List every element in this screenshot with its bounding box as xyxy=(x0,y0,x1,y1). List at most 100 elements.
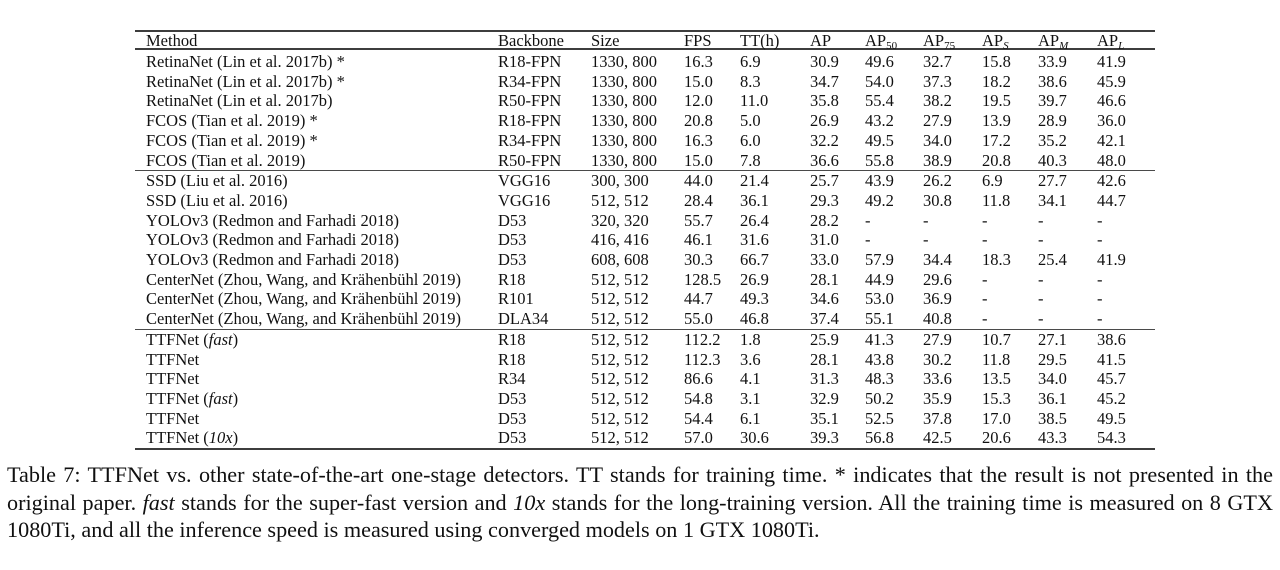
cell-ap: 34.7 xyxy=(810,71,839,91)
cell-size: 1330, 800 xyxy=(591,52,657,71)
cell-tt: 6.9 xyxy=(740,52,761,71)
cell-apm: 40.3 xyxy=(1038,150,1067,170)
cell-method: TTFNet (fast) xyxy=(135,328,498,350)
table-row: TTFNet R18 512, 512 112.3 3.6 28.1 43.8 30.2 11.… xyxy=(135,350,1155,370)
cell-method: RetinaNet (Lin et al. 2017b) * xyxy=(146,71,345,91)
cell-ap50: 48.3 xyxy=(865,369,894,389)
column-header-backbone: Backbone xyxy=(498,31,591,50)
cell-fps: 44.7 xyxy=(684,289,713,309)
table-row: FCOS (Tian et al. 2019) R50-FPN 1330, 800 1… xyxy=(135,151,1155,171)
cell-apm: 29.5 xyxy=(1038,349,1067,369)
cell-ap75: 30.8 xyxy=(923,190,952,210)
cell-ap50: 43.9 xyxy=(865,170,923,191)
cell-ap75: 37.3 xyxy=(923,71,952,91)
cell-size: 512, 512 xyxy=(591,388,649,408)
cell-apl: 49.5 xyxy=(1097,408,1126,428)
cell-ap: 36.6 xyxy=(810,150,839,170)
table-header: Method Backbone Size FPS TT(h) AP AP50 AP75 APS A… xyxy=(135,31,1155,52)
cell-aps: - xyxy=(982,269,988,289)
table-row: TTFNet (fast) D53 512, 512 54.8 3.1 32.9 50.2 3… xyxy=(135,389,1155,409)
cell-tt: 6.1 xyxy=(740,408,761,428)
cell-ap: 33.0 xyxy=(810,250,839,270)
cell-fps: 46.1 xyxy=(684,230,713,250)
cell-size: 512, 512 xyxy=(591,309,649,329)
column-header-subscript: S xyxy=(1003,40,1009,52)
cell-ap50: 55.1 xyxy=(865,309,894,329)
cell-backbone: D53 xyxy=(498,230,527,250)
cell-aps: - xyxy=(982,210,988,230)
cell-method: FCOS (Tian et al. 2019) xyxy=(146,150,306,170)
cell-ap: 32.2 xyxy=(810,130,839,150)
cell-apm: 28.9 xyxy=(1038,111,1067,131)
cell-size: 512, 512 xyxy=(591,328,684,350)
table-row: FCOS (Tian et al. 2019) * R18-FPN 1330, 80… xyxy=(135,111,1155,131)
table-row: RetinaNet (Lin et al. 2017b) R50-FPN 1330,… xyxy=(135,91,1155,111)
table-row: SSD (Liu et al. 2016) VGG16 512, 512 28.4 36… xyxy=(135,191,1155,211)
cell-ap50: - xyxy=(865,210,871,230)
column-header-ap75: AP75 xyxy=(923,31,982,52)
cell-backbone: R18 xyxy=(498,349,526,369)
cell-ap50: 43.2 xyxy=(865,111,894,131)
cell-size: 416, 416 xyxy=(591,230,649,250)
cell-ap75: - xyxy=(923,210,929,230)
cell-fps: 20.8 xyxy=(684,111,713,131)
method-variant-label: 10x xyxy=(208,428,233,448)
cell-ap: 26.9 xyxy=(810,111,839,131)
header-row: Method Backbone Size FPS TT(h) AP AP50 AP75 APS A… xyxy=(135,31,1155,52)
cell-fps: 128.5 xyxy=(684,269,722,289)
table-body: RetinaNet (Lin et al. 2017b) * R18-FPN 133… xyxy=(135,49,1155,449)
cell-aps: 13.9 xyxy=(982,111,1011,131)
cell-fps: 57.0 xyxy=(684,428,713,448)
cell-ap75: 34.0 xyxy=(923,130,952,150)
cell-apl: - xyxy=(1097,309,1103,329)
cell-method: TTFNet xyxy=(146,349,200,369)
cell-apl: 36.0 xyxy=(1097,111,1126,131)
cell-backbone: R18 xyxy=(498,328,591,350)
cell-aps: 17.2 xyxy=(982,130,1011,150)
cell-ap: 30.9 xyxy=(810,52,839,71)
cell-apl: - xyxy=(1097,210,1103,230)
cell-fps: 86.6 xyxy=(684,369,713,389)
cell-tt: 8.3 xyxy=(740,71,761,91)
cell-ap75: 33.6 xyxy=(923,369,952,389)
cell-ap: 37.4 xyxy=(810,309,839,329)
cell-aps: 15.3 xyxy=(982,388,1011,408)
cell-ap50: 44.9 xyxy=(865,269,894,289)
cell-ap75: 34.4 xyxy=(923,250,952,270)
table-row: CenterNet (Zhou, Wang, and Krähenbühl 20… xyxy=(135,309,1155,329)
cell-tt: 1.8 xyxy=(740,328,810,350)
table-row: SSD (Liu et al. 2016) VGG16 300, 300 44.0 21… xyxy=(135,170,1155,191)
cell-ap50: 43.8 xyxy=(865,349,894,369)
table-row: FCOS (Tian et al. 2019) * R34-FPN 1330, 80… xyxy=(135,131,1155,151)
cell-method: SSD (Liu et al. 2016) xyxy=(135,170,498,191)
column-header-apl: APL xyxy=(1097,31,1155,52)
cell-ap: 39.3 xyxy=(810,428,839,448)
cell-ap: 28.1 xyxy=(810,269,839,289)
cell-fps: 12.0 xyxy=(684,91,713,111)
method-variant-label: fast xyxy=(208,388,233,408)
cell-size: 1330, 800 xyxy=(591,111,657,131)
column-header-subscript: 50 xyxy=(886,40,898,52)
cell-ap50: 50.2 xyxy=(865,388,894,408)
cell-aps: 15.8 xyxy=(982,52,1011,71)
cell-size: 1330, 800 xyxy=(591,91,657,111)
cell-aps: 17.0 xyxy=(982,408,1011,428)
cell-aps: - xyxy=(982,230,988,250)
cell-apm: - xyxy=(1038,230,1044,250)
cell-size: 512, 512 xyxy=(591,349,649,369)
column-header-subscript: 75 xyxy=(944,40,956,52)
caption-italic-term: fast xyxy=(142,489,175,515)
column-header-ap: AP xyxy=(810,31,865,50)
table-row: YOLOv3 (Redmon and Farhadi 2018) D53 608, … xyxy=(135,250,1155,270)
cell-tt: 7.8 xyxy=(740,150,761,170)
cell-backbone: D53 xyxy=(498,210,527,230)
cell-tt: 30.6 xyxy=(740,428,769,448)
cell-method: FCOS (Tian et al. 2019) * xyxy=(146,130,318,150)
cell-aps: 6.9 xyxy=(982,170,1038,191)
cell-aps: 13.5 xyxy=(982,369,1011,389)
cell-ap75: 30.2 xyxy=(923,349,952,369)
cell-fps: 112.2 xyxy=(684,328,740,350)
cell-apm: 25.4 xyxy=(1038,250,1067,270)
table-row: CenterNet (Zhou, Wang, and Krähenbühl 20… xyxy=(135,270,1155,290)
